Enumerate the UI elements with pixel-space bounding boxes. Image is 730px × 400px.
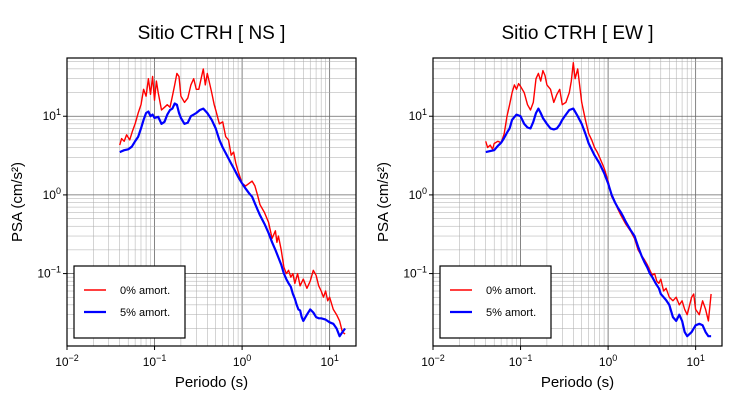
series-line-0 bbox=[119, 68, 346, 335]
y-tick-base: 10 bbox=[403, 267, 417, 281]
x-tick-label: 10−1 bbox=[143, 353, 167, 369]
x-tick-exp: −1 bbox=[522, 353, 532, 363]
legend: 0% amort. 5% amort. bbox=[73, 265, 186, 339]
legend-box bbox=[439, 265, 552, 339]
y-tick-base: 10 bbox=[409, 109, 423, 123]
y-tick-exp: 0 bbox=[422, 186, 427, 196]
x-tick-label: 10−2 bbox=[55, 353, 79, 369]
x-tick-base: 10 bbox=[421, 355, 435, 369]
y-tick-base: 10 bbox=[43, 188, 57, 202]
x-tick-base: 10 bbox=[55, 355, 69, 369]
y-tick-exp: 1 bbox=[422, 107, 427, 117]
y-tick-label: 100 bbox=[409, 186, 427, 202]
x-tick-exp: 0 bbox=[612, 353, 617, 363]
x-tick-exp: −2 bbox=[69, 353, 79, 363]
x-tick-label: 100 bbox=[599, 353, 617, 369]
grid bbox=[432, 58, 723, 346]
x-tick-base: 10 bbox=[143, 355, 157, 369]
y-tick-exp: 0 bbox=[56, 186, 61, 196]
x-tick-base: 10 bbox=[599, 355, 613, 369]
x-tick-base: 10 bbox=[686, 355, 700, 369]
y-tick-label: 101 bbox=[409, 107, 427, 123]
plot-frame bbox=[432, 57, 723, 347]
y-tick-exp: 1 bbox=[56, 107, 61, 117]
y-tick-label: 100 bbox=[43, 186, 61, 202]
x-tick-label: 100 bbox=[233, 353, 251, 369]
y-tick-exp: −1 bbox=[417, 265, 427, 275]
y-tick-label: 101 bbox=[43, 107, 61, 123]
series-line-1 bbox=[119, 102, 346, 338]
series-line-0 bbox=[485, 62, 712, 322]
x-tick-base: 10 bbox=[509, 355, 523, 369]
y-tick-base: 10 bbox=[37, 267, 51, 281]
x-tick-label: 101 bbox=[320, 353, 338, 369]
x-tick-exp: 1 bbox=[700, 353, 705, 363]
y-axis-label: PSA (cm/s²) bbox=[375, 162, 392, 242]
x-tick-label: 10−2 bbox=[421, 353, 445, 369]
legend: 0% amort. 5% amort. bbox=[439, 265, 552, 339]
x-tick-base: 10 bbox=[320, 355, 334, 369]
x-tick-exp: −1 bbox=[156, 353, 166, 363]
legend-label-1: 5% amort. bbox=[486, 307, 536, 319]
x-tick-exp: 1 bbox=[334, 353, 339, 363]
y-tick-base: 10 bbox=[409, 188, 423, 202]
legend-label-1: 5% amort. bbox=[120, 307, 170, 319]
y-tick-exp: −1 bbox=[51, 265, 61, 275]
x-axis-label: Periodo (s) bbox=[541, 374, 614, 391]
y-tick-label: 10−1 bbox=[403, 265, 427, 281]
x-tick-label: 10−1 bbox=[509, 353, 533, 369]
y-tick-label: 10−1 bbox=[37, 265, 61, 281]
chart-title: Sitio CTRH [ NS ] bbox=[138, 23, 286, 44]
legend-label-0: 0% amort. bbox=[486, 285, 536, 297]
plot-frame bbox=[66, 57, 357, 347]
x-axis-label: Periodo (s) bbox=[175, 374, 248, 391]
series-line-1 bbox=[485, 107, 712, 338]
legend-box bbox=[73, 265, 186, 339]
legend-label-0: 0% amort. bbox=[120, 285, 170, 297]
chart-title: Sitio CTRH [ EW ] bbox=[501, 23, 653, 44]
y-tick-base: 10 bbox=[43, 109, 57, 123]
x-tick-label: 101 bbox=[686, 353, 704, 369]
x-tick-exp: −2 bbox=[435, 353, 445, 363]
x-tick-exp: 0 bbox=[246, 353, 251, 363]
y-axis-label: PSA (cm/s²) bbox=[9, 162, 26, 242]
x-tick-base: 10 bbox=[233, 355, 247, 369]
